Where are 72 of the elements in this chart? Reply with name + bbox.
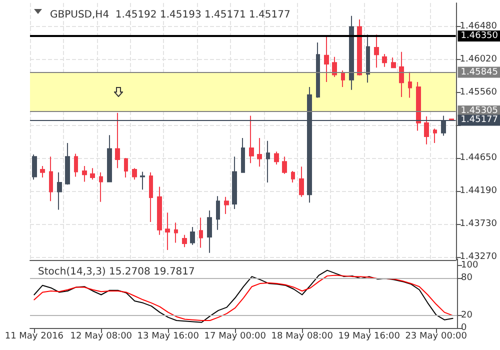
candlestick (232, 156, 237, 210)
x-tick-label: 18 May 08:00 (271, 332, 334, 342)
ref-line-label: 1.46350 (460, 31, 498, 42)
candlestick (224, 196, 229, 215)
candlestick (349, 15, 354, 90)
candlestick (257, 137, 262, 168)
y-tick-label: 1.45560 (460, 88, 498, 98)
x-tick-label: 23 May 00:00 (405, 332, 468, 342)
y-tick-label: 20 (461, 310, 473, 320)
ref-line-label: 1.45305 (460, 106, 498, 116)
candlestick (391, 57, 396, 68)
candlestick (282, 156, 287, 174)
candlestick (124, 158, 128, 178)
candlestick (199, 217, 203, 248)
candlestick (182, 234, 187, 248)
candlestick (99, 172, 103, 202)
candlestick (107, 134, 112, 182)
candlestick (174, 222, 178, 244)
candlestick (157, 186, 162, 236)
candlestick (424, 116, 429, 145)
candlestick (216, 196, 220, 230)
y-tick-label: 80 (461, 272, 473, 283)
x-tick-label: 12 May 08:00 (70, 332, 132, 342)
candlestick (332, 56, 337, 78)
candlestick (399, 51, 404, 98)
candlestick (382, 53, 387, 68)
candlestick (416, 81, 421, 132)
y-tick-label: 1.44650 (460, 153, 498, 164)
candlestick (366, 34, 370, 84)
text: GBPUSD,H4 1.45192 1.45193 1.45171 1.45177 (50, 10, 290, 20)
y-tick-label: 1.43730 (460, 219, 498, 230)
candlestick (408, 71, 412, 98)
candlestick (299, 166, 304, 198)
candlestick (149, 172, 153, 222)
x-tick-label: 13 May 16:00 (137, 332, 200, 342)
candlestick (140, 171, 145, 190)
candlestick (374, 34, 379, 68)
candlestick (266, 140, 270, 183)
x-tick-label: 11 May 2016 (4, 332, 64, 342)
candlestick (49, 156, 53, 202)
ref-line-label: 1.45845 (460, 67, 498, 78)
y-tick-label: 1.44190 (460, 186, 498, 196)
y-tick-label: 1.43270 (460, 252, 498, 262)
text: Stoch(14,3,3) 15.2708 19.7817 (38, 266, 195, 278)
candlestick (65, 142, 70, 186)
candlestick (207, 210, 212, 254)
x-tick-label: 19 May 16:00 (338, 332, 400, 342)
x-tick-label: 17 May 00:00 (204, 332, 266, 342)
candlestick (74, 153, 78, 178)
y-tick-label: 0 (461, 323, 467, 333)
candlestick (433, 128, 437, 144)
candlestick (274, 151, 279, 166)
candlestick (165, 212, 170, 250)
candlestick (40, 165, 45, 178)
candlestick (249, 115, 254, 164)
candlestick (57, 172, 62, 210)
y-tick-label: 100 (461, 260, 478, 270)
candlestick (32, 154, 37, 180)
ref-line-label: 1.45177 (460, 115, 498, 126)
y-tick-label: 1.46480 (460, 22, 498, 32)
candlestick (316, 42, 320, 98)
candlestick (132, 168, 137, 180)
candlestick (190, 226, 195, 246)
candlestick (291, 170, 295, 183)
candlestick (241, 137, 245, 173)
candlestick (341, 70, 345, 88)
candlestick (324, 36, 329, 82)
y-tick-label: 1.46020 (460, 54, 498, 65)
candlestick (357, 19, 362, 76)
candlestick (82, 165, 87, 182)
candlestick (115, 112, 120, 169)
candlestick (90, 168, 95, 180)
